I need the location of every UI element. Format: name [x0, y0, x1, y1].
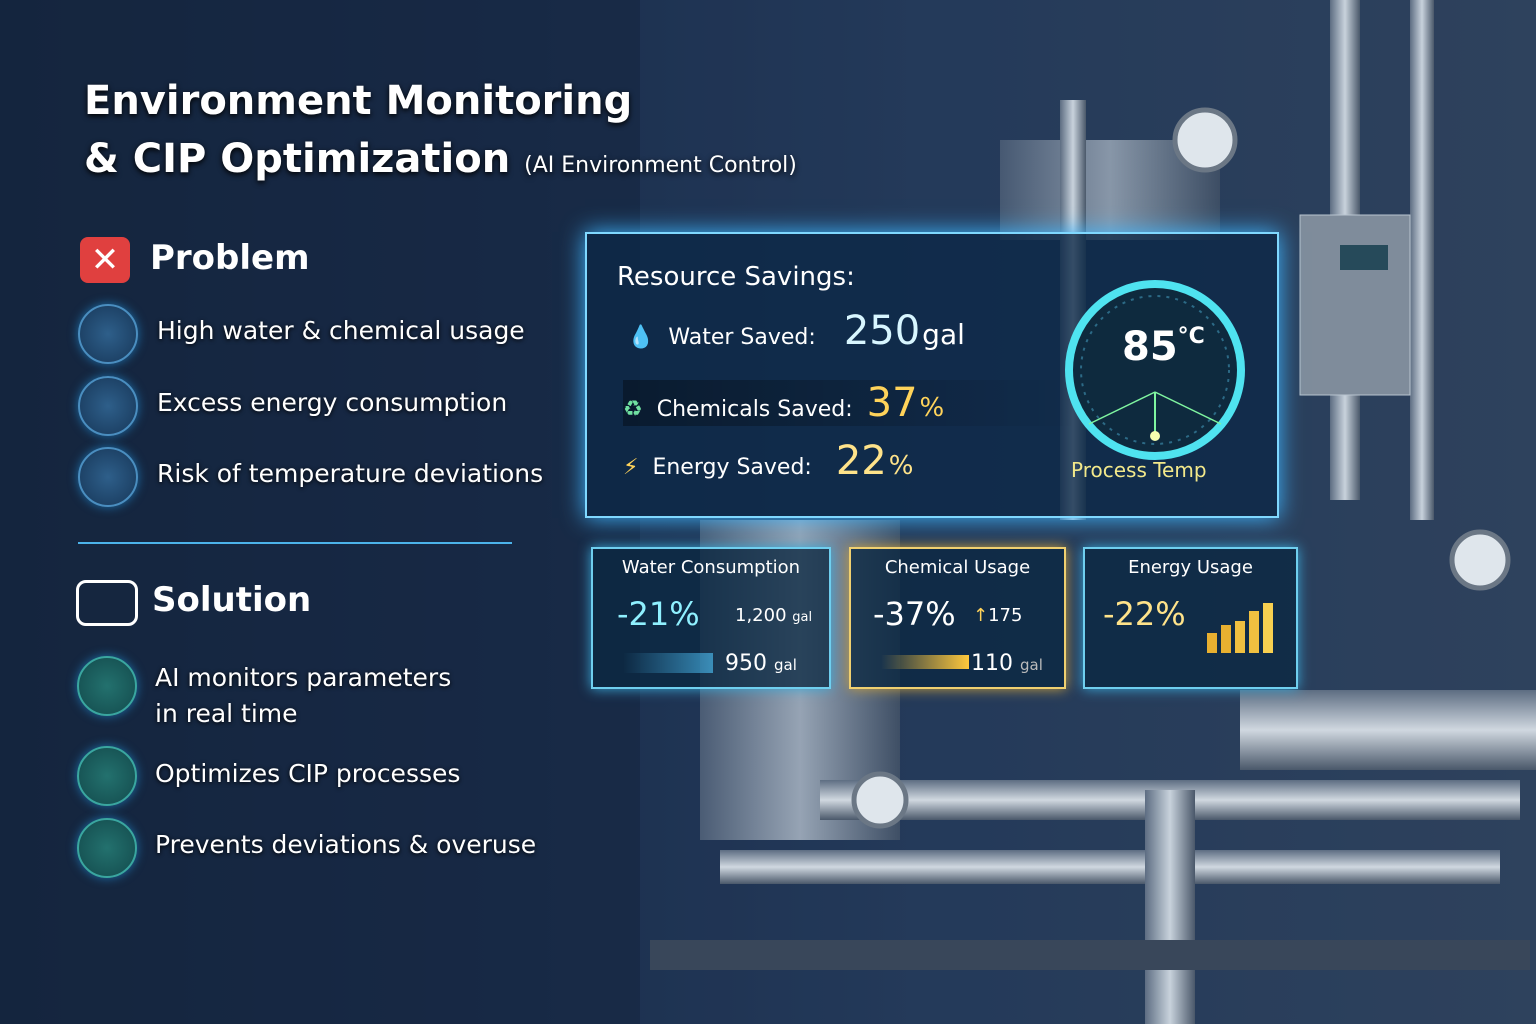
title-line: & CIP Optimization — [84, 136, 511, 182]
secondary-unit: gal — [792, 610, 813, 625]
row-value: 22 — [835, 438, 887, 484]
subtitle: (AI Environment Control) — [524, 153, 797, 178]
ai-icon — [77, 656, 137, 716]
gauge-number: 85 — [1122, 324, 1178, 370]
savings-panel: Resource Savings: 💧 Water Saved: 250 gal ♻ C… — [585, 232, 1279, 518]
card-change: -21% — [617, 595, 700, 633]
problem-item: Excess energy consumption — [157, 388, 508, 417]
card-change: -22% — [1103, 595, 1186, 633]
card-bar — [623, 653, 713, 673]
card-total: 110 gal — [971, 651, 1043, 676]
water-icon — [78, 304, 138, 364]
metric-card: Water Consumption -21% 1,200 gal 950 gal — [591, 547, 831, 689]
card-secondary: ↑175 — [973, 605, 1023, 626]
robot-icon — [76, 580, 138, 626]
title: & CIP Optimization (AI Environment Contr… — [84, 136, 797, 182]
card-change: -37% — [873, 595, 956, 633]
total-value: 950 — [725, 651, 767, 676]
card-title: Energy Usage — [1128, 557, 1253, 578]
row-unit: gal — [922, 318, 965, 351]
savings-row: 💧 Water Saved: 250 gal — [627, 308, 965, 354]
section-heading: Solution — [152, 580, 312, 620]
problem-item: High water & chemical usage — [157, 316, 525, 345]
gauge — [1065, 280, 1245, 460]
energy-icon — [78, 376, 138, 436]
row-label: Water Saved: — [668, 325, 816, 350]
row-label: Chemicals Saved: — [656, 397, 853, 422]
temp-icon — [78, 447, 138, 507]
card-total: 950 gal — [725, 651, 797, 676]
metric-card: Chemical Usage -37% ↑175 110 gal — [849, 547, 1066, 689]
total-unit: gal — [774, 656, 797, 674]
solution-item: Optimizes CIP processes — [155, 759, 461, 788]
row-value: 37 — [866, 380, 918, 426]
solution-item: Prevents deviations & overuse — [155, 830, 537, 859]
row-unit: % — [888, 451, 914, 481]
metric-card: Energy Usage -22% — [1083, 547, 1298, 689]
title: Environment Monitoring — [84, 78, 633, 124]
energy-bars — [1207, 603, 1273, 653]
panel-title: Resource Savings: — [617, 262, 855, 292]
section-heading: Problem — [150, 238, 310, 278]
card-title: Chemical Usage — [884, 557, 1031, 578]
secondary-value: 175 — [988, 605, 1023, 626]
row-label: Energy Saved: — [652, 455, 812, 480]
gauge-value: 85°C — [1122, 324, 1205, 370]
card-bar — [881, 655, 969, 669]
card-title: Water Consumption — [621, 557, 801, 578]
savings-row: ⚡ Energy Saved: 22% — [623, 438, 914, 484]
row-unit: % — [919, 393, 945, 423]
gauge-label: Process Temp — [1071, 458, 1207, 482]
total-value: 110 — [971, 651, 1013, 676]
secondary-value: 1,200 — [735, 605, 787, 626]
solution-item: AI monitors parameters in real time — [155, 663, 452, 728]
problem-icon: ✕ — [80, 237, 130, 283]
gauge-unit: °C — [1177, 324, 1205, 349]
row-value: 250 — [843, 308, 921, 354]
check-icon — [77, 818, 137, 878]
problem-item: Risk of temperature deviations — [157, 459, 544, 488]
cip-icon — [77, 746, 137, 806]
card-secondary: 1,200 gal — [735, 605, 812, 626]
savings-row: ♻ Chemicals Saved: 37% — [623, 380, 1085, 426]
total-unit: gal — [1020, 656, 1043, 674]
